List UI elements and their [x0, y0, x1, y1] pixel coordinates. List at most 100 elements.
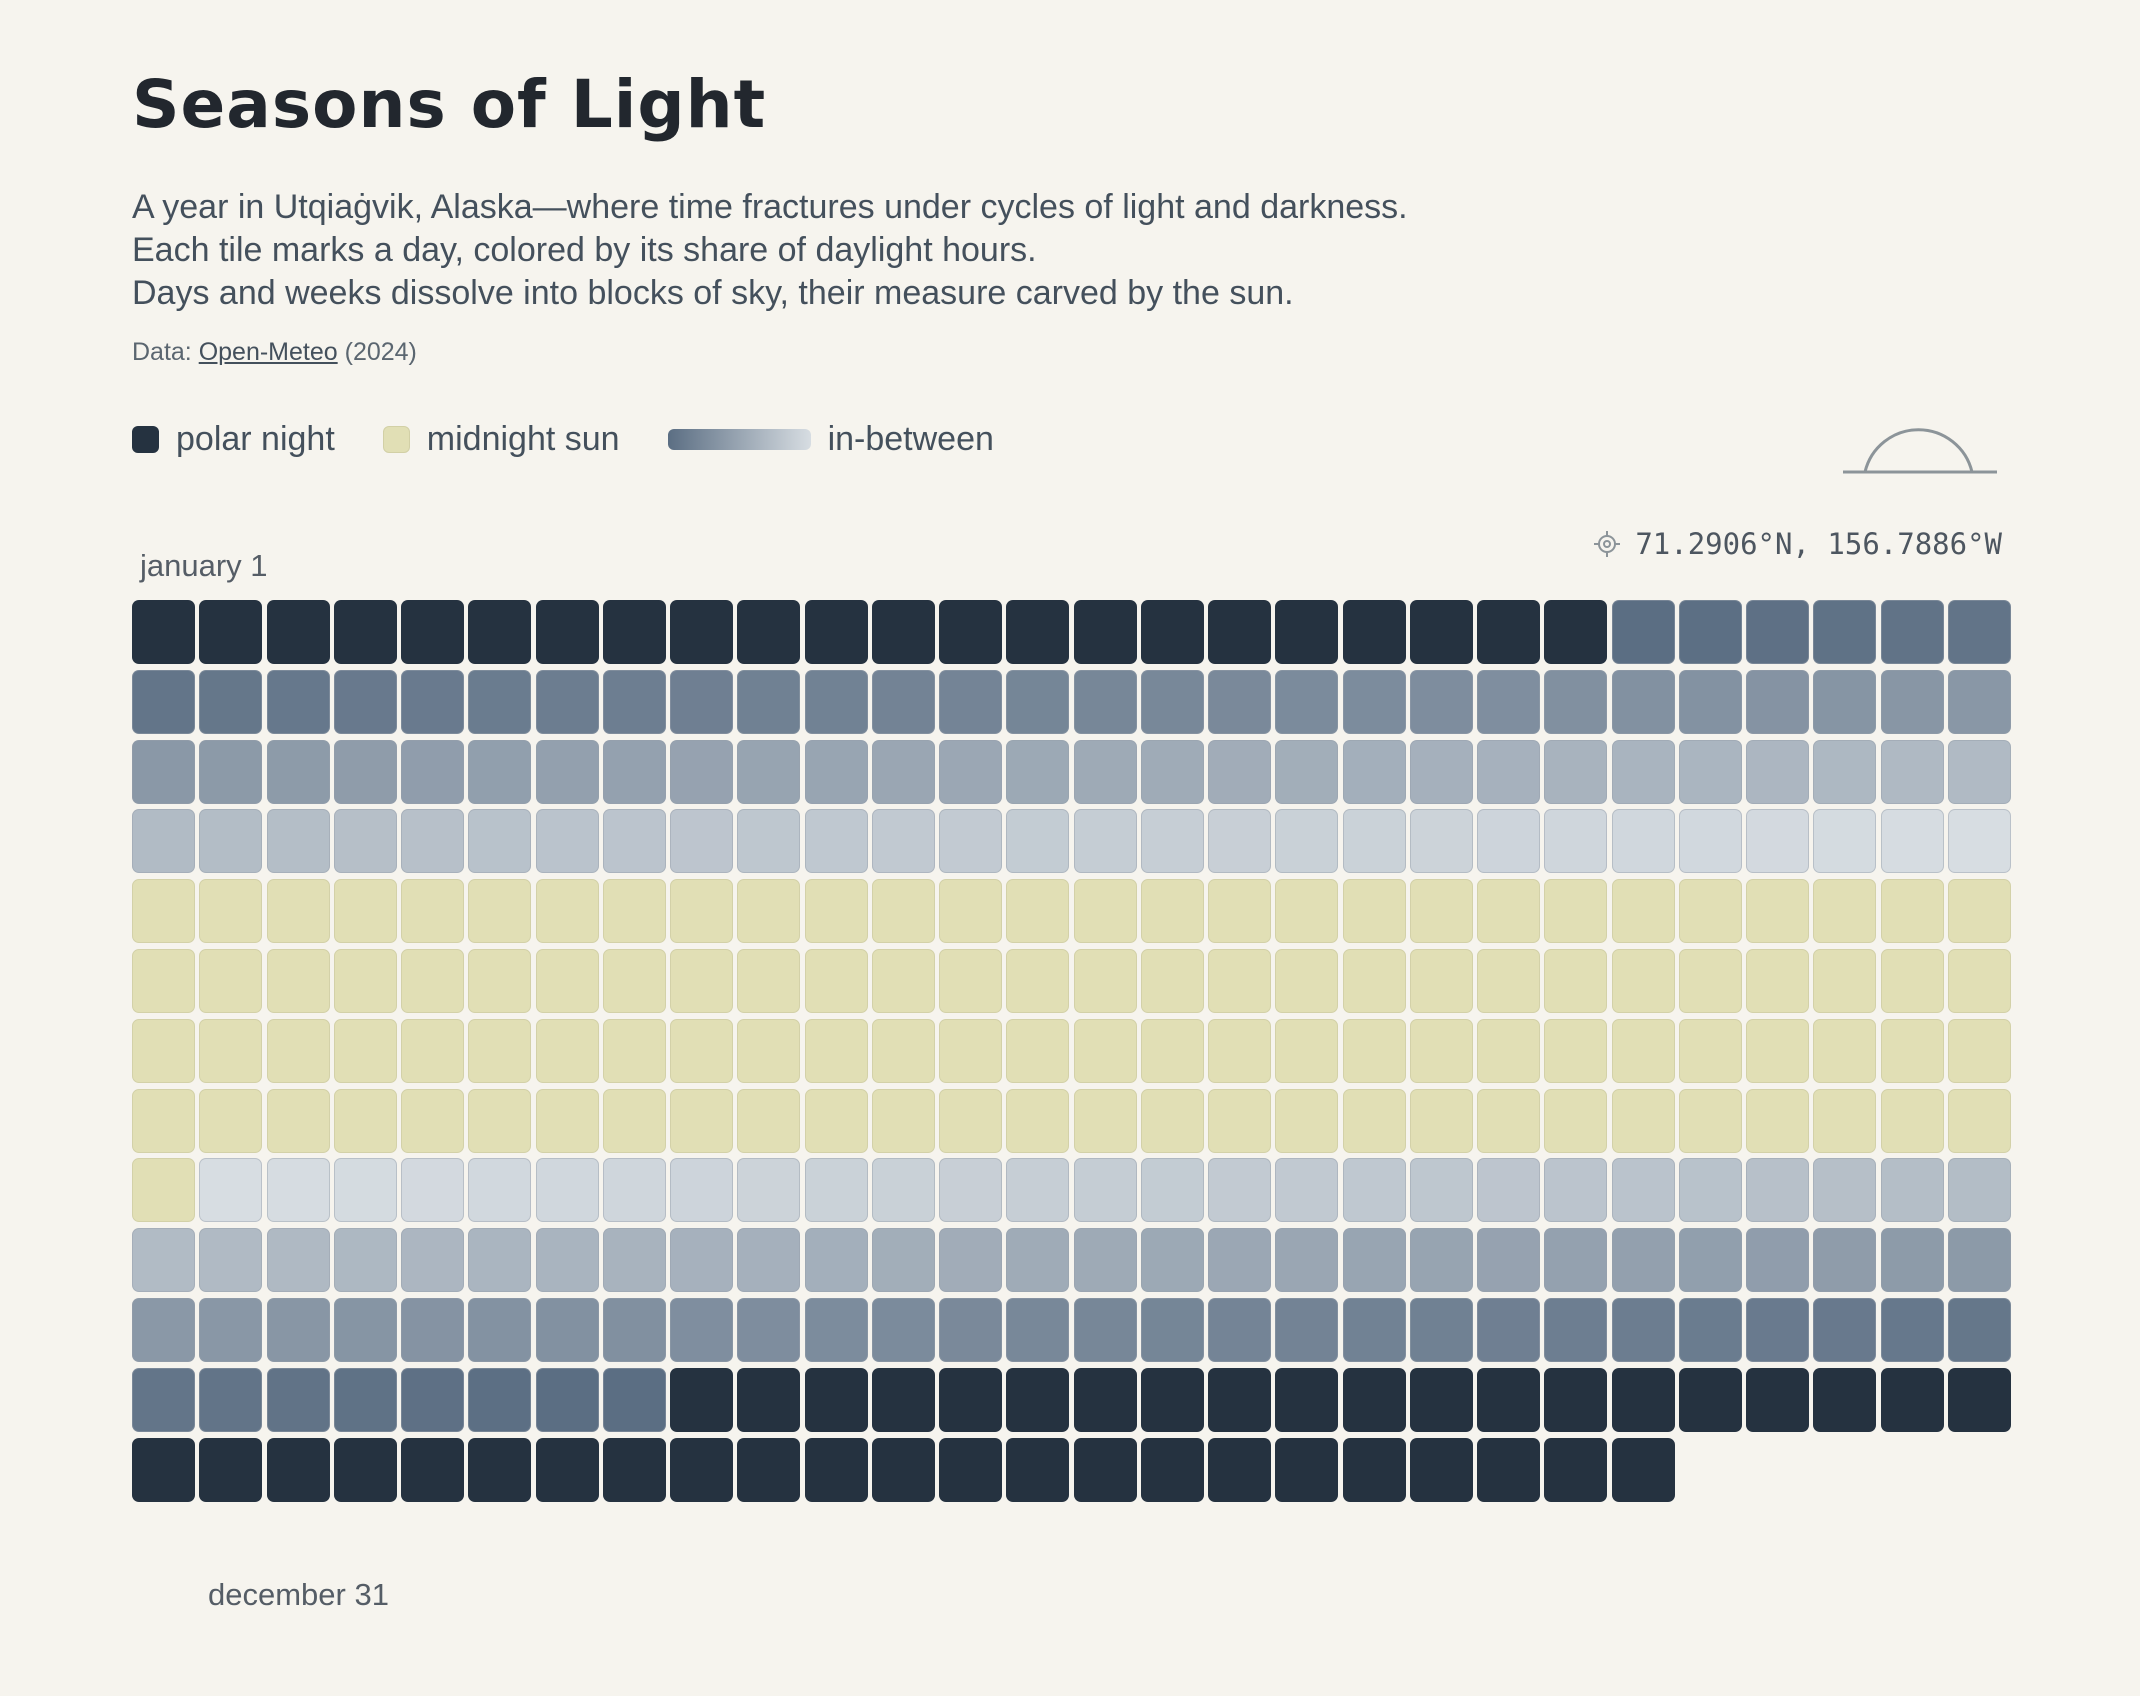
- day-tile: [1880, 1018, 1944, 1083]
- day-tile: [1544, 809, 1608, 874]
- day-tile: [602, 949, 666, 1013]
- day-tile: [1409, 879, 1473, 944]
- day-tile: [602, 1298, 666, 1362]
- subtitle-line-2: Each tile marks a day, colored by its sh…: [132, 231, 1037, 269]
- day-tile: [1813, 809, 1877, 874]
- day-tile: [1006, 809, 1070, 874]
- day-tile: [468, 1298, 532, 1362]
- midnight-sun-swatch: [382, 425, 410, 453]
- day-tile: [871, 669, 935, 734]
- day-tile: [804, 600, 868, 664]
- day-tile: [1477, 669, 1540, 734]
- day-tile: [266, 739, 330, 804]
- day-tile: [1477, 1018, 1540, 1083]
- day-tile: [1140, 669, 1204, 734]
- day-tile: [401, 949, 464, 1013]
- day-tile: [199, 1018, 263, 1083]
- day-tile: [535, 1437, 599, 1502]
- day-tile: [939, 1018, 1002, 1083]
- day-tile: [199, 949, 263, 1013]
- day-tile: [871, 1158, 935, 1223]
- day-tile: [1746, 879, 1809, 944]
- day-tile: [1746, 1158, 1809, 1223]
- day-tile: [535, 669, 599, 734]
- day-tile: [939, 1367, 1002, 1432]
- day-tile: [602, 809, 666, 874]
- day-tile: [401, 1018, 464, 1083]
- day-tile: [939, 949, 1002, 1013]
- day-tile: [1208, 1228, 1271, 1293]
- day-tile: [670, 1088, 733, 1153]
- source-suffix: (2024): [337, 338, 417, 366]
- day-tile: [333, 949, 397, 1013]
- day-tile: [939, 1158, 1002, 1223]
- day-tile: [1813, 1298, 1877, 1362]
- day-tile: [535, 1158, 599, 1223]
- day-tile: [1342, 669, 1406, 734]
- day-tile: [871, 600, 935, 664]
- day-tile: [939, 669, 1002, 734]
- day-tile: [1477, 739, 1540, 804]
- day-tile: [939, 809, 1002, 874]
- day-tile: [1544, 1088, 1608, 1153]
- day-tile: [1813, 1088, 1877, 1153]
- day-tile: [535, 739, 599, 804]
- day-tile: [266, 1437, 330, 1502]
- day-tile: [602, 600, 666, 664]
- day-tile: [1746, 669, 1809, 734]
- day-tile: [1544, 1018, 1608, 1083]
- day-tile: [1208, 1298, 1271, 1362]
- day-tile: [1208, 949, 1271, 1013]
- day-tile: [132, 600, 195, 664]
- day-tile: [1275, 739, 1339, 804]
- day-tile: [1140, 1367, 1204, 1432]
- day-tile: [670, 1367, 733, 1432]
- day-tile: [333, 1367, 397, 1432]
- day-tile: [737, 879, 801, 944]
- day-tile: [670, 669, 733, 734]
- source-link[interactable]: Open-Meteo: [198, 338, 338, 366]
- day-tile: [1813, 1367, 1877, 1432]
- day-tile: [1275, 600, 1339, 664]
- day-tile: [804, 1158, 868, 1223]
- day-tile: [1746, 1228, 1809, 1293]
- day-tile: [1140, 809, 1204, 874]
- day-tile: [1477, 1088, 1540, 1153]
- day-tile: [1409, 739, 1473, 804]
- day-tile: [871, 879, 935, 944]
- day-tile: [535, 809, 599, 874]
- day-tile: [199, 669, 263, 734]
- day-tile: [1342, 1018, 1406, 1083]
- day-tile: [1006, 1018, 1070, 1083]
- location-coordinates: 71.2906°N, 156.7886°W: [1593, 527, 2002, 561]
- day-tile: [1006, 1437, 1070, 1502]
- day-tile: [1678, 1367, 1742, 1432]
- day-tile: [199, 1437, 263, 1502]
- day-tile: [602, 1158, 666, 1223]
- day-tile: [1073, 1298, 1137, 1362]
- day-tile: [1813, 1228, 1877, 1293]
- day-tile: [132, 1367, 195, 1432]
- day-tile: [1073, 1018, 1137, 1083]
- day-tile: [1611, 1088, 1675, 1153]
- day-tile: [199, 1158, 263, 1223]
- day-tile: [871, 1088, 935, 1153]
- day-tile: [1477, 1158, 1540, 1223]
- day-tile: [737, 1437, 801, 1502]
- day-tile: [737, 1088, 801, 1153]
- polar-night-swatch: [132, 425, 159, 453]
- day-tile: [1140, 1298, 1204, 1362]
- day-tile: [1611, 669, 1675, 734]
- day-tile: [602, 1437, 666, 1502]
- day-tile: [1208, 1018, 1271, 1083]
- day-tile: [1342, 1158, 1406, 1223]
- day-tile: [1409, 1228, 1473, 1293]
- day-tile: [871, 809, 935, 874]
- day-tile: [871, 1437, 935, 1502]
- day-tile: [1746, 1298, 1809, 1362]
- legend-item-polar-night: polar night: [132, 420, 335, 459]
- day-tile: [1544, 1437, 1608, 1502]
- day-tile: [132, 1158, 195, 1223]
- day-tile: [1678, 600, 1742, 664]
- day-tile: [1208, 669, 1271, 734]
